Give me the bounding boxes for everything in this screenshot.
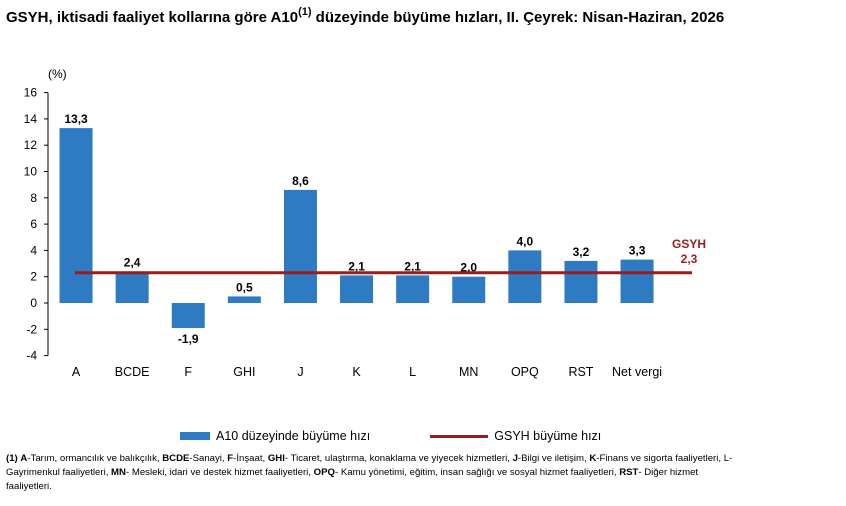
- y-tick-label: 0: [30, 296, 37, 310]
- data-label: 2,1: [404, 259, 421, 273]
- bar-ghi: [227, 296, 261, 303]
- x-tick-label: F: [184, 365, 192, 379]
- legend-line-label: GSYH büyüme hızı: [494, 429, 602, 443]
- data-label: 3,2: [573, 245, 590, 259]
- legend: A10 düzeyinde büyüme hızı GSYH büyüme hı…: [180, 429, 601, 443]
- x-tick-label: L: [409, 365, 416, 379]
- y-tick-label: -2: [26, 322, 37, 336]
- title-text-rest: düzeyinde büyüme hızları, II. Çeyrek: Ni…: [311, 9, 725, 26]
- legend-bar-swatch: [180, 432, 210, 440]
- footnote: (1) A-Tarım, ormancılık ve balıkçılık, B…: [6, 453, 733, 492]
- x-tick-label: K: [352, 365, 361, 379]
- x-tick-label: RST: [568, 365, 593, 379]
- bar-f: [171, 303, 205, 328]
- legend-bar-label: A10 düzeyinde büyüme hızı: [216, 429, 371, 443]
- bar-l: [396, 275, 430, 303]
- x-tick-label: J: [297, 365, 303, 379]
- x-tick-label: OPQ: [511, 365, 539, 379]
- data-label: 3,3: [629, 244, 646, 258]
- data-label: 13,3: [64, 112, 88, 126]
- x-tick-label: A: [72, 365, 81, 379]
- x-tick-label: MN: [459, 365, 478, 379]
- title-text: GSYH, iktisadi faaliyet kollarına göre A…: [6, 9, 299, 26]
- bar-a: [59, 128, 93, 303]
- bar-bcde: [115, 271, 149, 303]
- data-label: 2,0: [460, 261, 477, 275]
- x-tick-label: Net vergi: [612, 365, 662, 379]
- title-footnote-mark: (1): [298, 6, 312, 18]
- bar-mn: [452, 276, 486, 303]
- data-label: 2,1: [348, 259, 365, 273]
- y-tick-label: 8: [30, 191, 37, 205]
- data-label: 0,5: [236, 280, 253, 294]
- y-tick-label: 14: [24, 112, 38, 126]
- x-tick-label: BCDE: [115, 365, 150, 379]
- y-tick-label: 16: [24, 86, 38, 100]
- bar-rst: [564, 260, 598, 303]
- bar-j: [283, 189, 317, 303]
- y-tick-label: 4: [30, 243, 37, 257]
- bar-k: [340, 275, 374, 303]
- x-tick-label: GHI: [233, 365, 255, 379]
- data-label: -1,9: [178, 332, 199, 346]
- legend-line-swatch: [430, 434, 489, 438]
- y-axis-label: (%): [48, 67, 67, 81]
- bar-chart: (%) 16 14 12 10 8 6 4 2 0 -2 -4 13,3 A 2,4 BCDE -1,9 F 0,5…: [24, 67, 706, 379]
- y-tick-label: 10: [24, 165, 38, 179]
- y-tick-label: 2: [30, 270, 37, 284]
- y-tick-label: 12: [24, 138, 38, 152]
- data-label: 8,6: [292, 174, 309, 188]
- bar-net-vergi: [620, 259, 654, 303]
- chart-title: GSYH, iktisadi faaliyet kollarına göre A…: [6, 6, 724, 26]
- y-tick-label: 6: [30, 217, 37, 231]
- data-label: 4,0: [517, 234, 534, 248]
- y-tick-label: -4: [26, 349, 37, 363]
- data-label: 2,4: [124, 255, 141, 269]
- gsyh-line-label-value: 2,3: [681, 252, 698, 266]
- gsyh-line-label-name: GSYH: [672, 237, 706, 251]
- bar-opq: [508, 250, 542, 303]
